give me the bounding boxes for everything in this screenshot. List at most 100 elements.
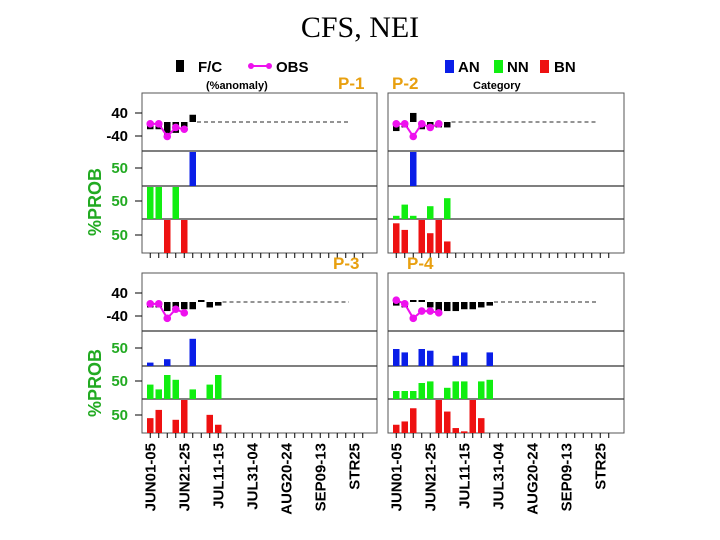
legend-left: F/C OBS (%anomaly) <box>176 59 309 92</box>
x-date-label: STR25 <box>592 443 609 490</box>
period-label: P-1 <box>338 74 364 93</box>
an-prob-bar <box>393 349 400 366</box>
period-label: P-2 <box>392 74 418 93</box>
panel-p-2: P-2 <box>387 74 625 258</box>
bn-prob-tick: 50 <box>111 407 128 424</box>
nn-prob-bar <box>444 198 451 219</box>
nn-prob-bar <box>393 215 400 219</box>
x-date-label: JUL11-15 <box>456 443 473 509</box>
nn-prob-bar <box>155 389 162 399</box>
nn-prob-bar <box>478 381 485 399</box>
bn-prob-bar <box>155 409 162 433</box>
nn-prob-bar <box>427 381 434 399</box>
fc-anomaly-bar <box>164 302 171 312</box>
obs-legend-dot-left <box>248 63 254 69</box>
bn-prob-bar <box>478 418 485 433</box>
x-date-label: STR25 <box>346 443 363 490</box>
obs-anomaly-point <box>171 305 180 314</box>
an-prob-bar <box>418 349 425 366</box>
bn-prob-bar <box>435 400 442 433</box>
an-prob-bar <box>147 362 154 366</box>
panel-frame <box>141 272 378 434</box>
x-date-label: SEP09-13 <box>312 443 329 511</box>
nn-prob-bar <box>410 215 417 219</box>
period-label: P-3 <box>333 254 359 273</box>
panel-p-3: P-3 40 -40 50 50 50 JUN01-05 JUN21-25 JUL11-15 JU… <box>106 254 378 515</box>
nn-prob-bar <box>427 206 434 219</box>
panel-p-4: P-4 JUN01-05 JUN21-25 JUL11-15 JUL31-04 AUG20… <box>387 254 625 515</box>
bn-prob-bar <box>418 220 425 253</box>
anomaly-tick-40: 40 <box>111 285 128 302</box>
an-prob-bar <box>410 152 417 186</box>
fc-anomaly-bar <box>444 122 451 128</box>
nn-prob-bar <box>401 391 408 399</box>
bn-prob-bar <box>181 400 188 433</box>
fc-anomaly-bar <box>435 302 442 312</box>
fc-anomaly-bar <box>478 302 485 308</box>
fc-legend-swatch <box>176 60 184 72</box>
fc-legend-label: F/C <box>198 59 222 76</box>
x-date-label: SEP09-13 <box>558 443 575 511</box>
obs-anomaly-point <box>154 120 163 128</box>
an-prob-bar <box>486 352 493 366</box>
obs-anomaly-point <box>434 120 443 128</box>
chart-title: CFS, NEI <box>301 11 419 44</box>
obs-anomaly-point <box>180 309 189 317</box>
ylabel-top: %PROB <box>85 168 105 236</box>
nn-prob-bar <box>418 383 425 399</box>
obs-legend-label: OBS <box>276 59 309 76</box>
bn-prob-bar <box>215 424 222 433</box>
an-legend-swatch <box>445 60 454 73</box>
fc-anomaly-bar <box>461 302 468 310</box>
bn-prob-bar <box>452 428 459 433</box>
obs-anomaly-point <box>409 132 418 141</box>
obs-anomaly-point <box>400 120 409 128</box>
nn-prob-tick: 50 <box>111 193 128 210</box>
x-date-label: JUL31-04 <box>244 442 261 509</box>
obs-anomaly-point <box>417 307 426 315</box>
fc-anomaly-bar <box>469 302 476 310</box>
fc-anomaly-bar <box>427 302 434 308</box>
fc-anomaly-bar <box>164 122 171 137</box>
fc-anomaly-bar <box>452 302 459 312</box>
bn-prob-bar <box>410 408 417 433</box>
panels-layer: P-1 40 -40 50 50 50 P-2 P-3 40 -40 50 50 50 JUN01-05 J… <box>106 74 625 515</box>
legend-right: AN NN BN Category <box>445 59 576 92</box>
bn-prob-bar <box>435 220 442 253</box>
an-prob-bar <box>189 338 196 366</box>
obs-anomaly-point <box>180 125 189 134</box>
bn-prob-bar <box>393 223 400 253</box>
obs-anomaly-point <box>163 132 172 141</box>
anomaly-tick-neg40: -40 <box>106 308 128 325</box>
nn-prob-tick: 50 <box>111 373 128 390</box>
bn-prob-bar <box>393 424 400 433</box>
obs-anomaly-point <box>417 120 426 128</box>
x-date-label: JUN01-05 <box>388 443 405 511</box>
nn-prob-bar <box>155 187 162 219</box>
obs-anomaly-point <box>434 309 443 317</box>
nn-prob-bar <box>147 187 154 219</box>
an-prob-bar <box>189 152 196 186</box>
panel-frame <box>387 92 625 254</box>
bn-prob-bar <box>181 220 188 253</box>
an-prob-bar <box>401 352 408 366</box>
anomaly-tick-neg40: -40 <box>106 128 128 145</box>
obs-anomaly-point <box>146 120 155 128</box>
nn-prob-bar <box>164 375 171 399</box>
nn-prob-bar <box>444 387 451 399</box>
bn-prob-bar <box>401 421 408 433</box>
nn-prob-bar <box>452 381 459 399</box>
obs-anomaly-point <box>163 314 172 323</box>
an-prob-tick: 50 <box>111 160 128 177</box>
bn-prob-bar <box>461 431 468 433</box>
nn-prob-bar <box>206 384 213 399</box>
bn-prob-bar <box>444 241 451 253</box>
bn-prob-bar <box>469 400 476 433</box>
x-date-label: JUL31-04 <box>490 442 507 509</box>
obs-anomaly-point <box>154 300 163 308</box>
nn-prob-bar <box>486 379 493 399</box>
anomaly-note: (%anomaly) <box>206 80 268 92</box>
panel-p-1: P-1 40 -40 50 50 50 <box>106 74 378 258</box>
fc-anomaly-bar <box>444 302 451 312</box>
